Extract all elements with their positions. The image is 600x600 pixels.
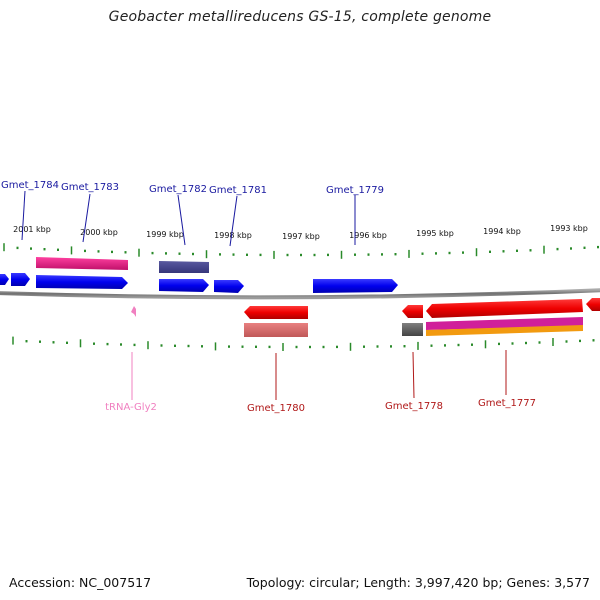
leader-lines-top bbox=[21, 190, 356, 247]
gene-label-gmet-1780[interactable]: Gmet_1780 bbox=[247, 403, 305, 414]
feature-bar-salmon bbox=[244, 323, 308, 337]
leader-lines-bottom bbox=[275, 350, 507, 400]
scale-label: 2000 kbp bbox=[80, 228, 118, 237]
gene-label-gmet-1782[interactable]: Gmet_1782 bbox=[149, 184, 207, 195]
gene-label-gmet-1784[interactable]: Gmet_1784 bbox=[1, 180, 59, 191]
scale-label: 1999 kbp bbox=[146, 230, 184, 239]
genome-backbone bbox=[0, 288, 600, 300]
gene-label-trna-gly2[interactable]: tRNA-Gly2 bbox=[105, 402, 157, 413]
gene-label-gmet-1783[interactable]: Gmet_1783 bbox=[61, 182, 119, 193]
trna-marker[interactable] bbox=[131, 306, 136, 317]
genome-title: Geobacter metallireducens GS-15, complet… bbox=[108, 9, 492, 25]
scale-label: 2001 kbp bbox=[13, 225, 51, 234]
scale-label: 1995 kbp bbox=[416, 229, 454, 238]
accession-text: Accession: NC_007517 bbox=[9, 575, 152, 590]
feature-bar-purple bbox=[159, 261, 209, 273]
gene-label-gmet-1779[interactable]: Gmet_1779 bbox=[326, 185, 384, 196]
scale-ticks-top bbox=[3, 243, 599, 259]
gene-arrow-reverse[interactable] bbox=[402, 305, 423, 318]
gene-label-gmet-1778[interactable]: Gmet_1778 bbox=[385, 401, 443, 412]
gene-arrow-forward[interactable] bbox=[11, 273, 30, 286]
gene-arrow-forward[interactable] bbox=[0, 274, 9, 285]
scale-label: 1998 kbp bbox=[214, 231, 252, 240]
gene-arrow-reverse[interactable] bbox=[426, 299, 583, 318]
scale-label: 1996 kbp bbox=[349, 231, 387, 240]
gene-arrow-reverse[interactable] bbox=[244, 306, 308, 319]
gene-arrow-forward[interactable] bbox=[159, 279, 209, 292]
scale-label: 1997 kbp bbox=[282, 232, 320, 241]
gene-arrow-forward[interactable] bbox=[214, 280, 244, 293]
genome-summary-text: Topology: circular; Length: 3,997,420 bp… bbox=[246, 575, 590, 590]
scale-labels: 2001 kbp 2000 kbp 1999 kbp 1998 kbp 1997… bbox=[13, 224, 588, 241]
scale-label: 1993 kbp bbox=[550, 224, 588, 233]
feature-bar-pink bbox=[36, 257, 128, 270]
scale-label: 1994 kbp bbox=[483, 227, 521, 236]
scale-ticks-bottom bbox=[12, 336, 595, 351]
feature-bar-orange bbox=[426, 325, 583, 336]
gene-label-gmet-1781[interactable]: Gmet_1781 bbox=[209, 185, 267, 196]
gene-label-gmet-1777[interactable]: Gmet_1777 bbox=[478, 398, 536, 409]
feature-bar-gray bbox=[402, 323, 423, 336]
gene-arrow-reverse[interactable] bbox=[586, 298, 600, 311]
gene-arrow-forward[interactable] bbox=[313, 279, 398, 293]
gene-arrow-forward[interactable] bbox=[36, 275, 128, 289]
